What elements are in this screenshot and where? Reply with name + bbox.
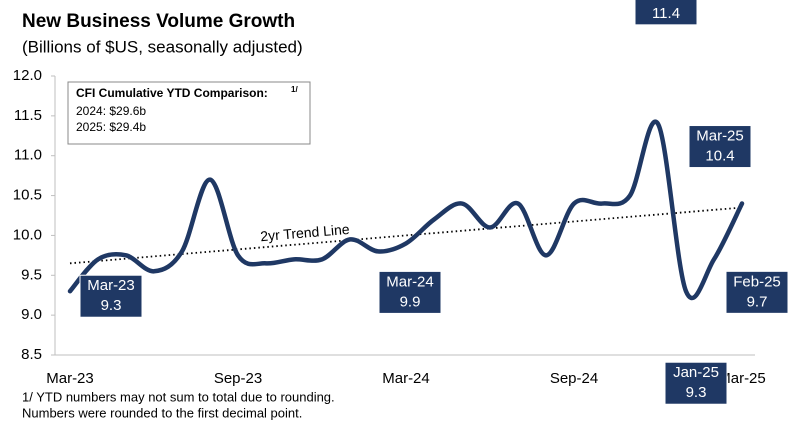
callout-box bbox=[634, 0, 698, 26]
callout-box bbox=[688, 125, 752, 169]
y-tick-label: 10.5 bbox=[13, 187, 42, 204]
callout-value: 9.3 bbox=[101, 297, 122, 314]
y-tick-label: 12.0 bbox=[13, 67, 42, 84]
y-tick-label: 9.5 bbox=[21, 266, 42, 283]
callout: Mar-23 9.3 bbox=[79, 274, 143, 318]
y-tick-label: 10.0 bbox=[13, 226, 42, 243]
footnote: 1/ YTD numbers may not sum to total due … bbox=[22, 389, 335, 404]
callout: Mar-25 10.4 bbox=[688, 125, 752, 169]
callout-value: 9.7 bbox=[747, 293, 768, 310]
callout-box bbox=[378, 270, 442, 314]
trend-line bbox=[69, 206, 743, 265]
callout-label: Mar-24 bbox=[386, 273, 434, 290]
inset-note-mark: 1/ bbox=[291, 85, 298, 94]
y-tick-label: 8.5 bbox=[21, 346, 42, 363]
inset-box bbox=[67, 81, 311, 145]
x-tick-label: Mar-23 bbox=[46, 370, 94, 387]
inset-line: 2024: $29.6b bbox=[76, 104, 146, 118]
callout-label: Mar-23 bbox=[87, 277, 135, 294]
footnote: Numbers were rounded to the first decima… bbox=[22, 405, 302, 420]
callout: Dec-24 11.4 bbox=[634, 0, 698, 26]
callout-box bbox=[79, 274, 143, 318]
y-tick-label: 11.5 bbox=[14, 107, 42, 124]
callout-box bbox=[664, 361, 728, 405]
callout-value: 10.4 bbox=[705, 148, 734, 165]
callout-value: 9.3 bbox=[686, 384, 707, 401]
data-line bbox=[67, 119, 745, 301]
callout: Feb-25 9.7 bbox=[725, 270, 789, 314]
y-tick-label: 11.0 bbox=[14, 147, 42, 164]
chart-subtitle: (Billions of $US, seasonally adjusted) bbox=[22, 37, 303, 56]
x-tick-label: Mar-24 bbox=[382, 370, 430, 387]
callout-label: Dec-24 bbox=[642, 0, 690, 2]
x-tick-label: Sep-23 bbox=[214, 370, 262, 387]
inset-line: 2025: $29.4b bbox=[76, 120, 146, 134]
y-tick-label: 9.0 bbox=[21, 306, 42, 323]
callout: Jan-25 9.3 bbox=[664, 361, 728, 405]
trend-label: 2yr Trend Line bbox=[260, 221, 351, 244]
chart-title: New Business Volume Growth bbox=[22, 11, 295, 32]
callout-value: 9.9 bbox=[400, 293, 421, 310]
inset-title: CFI Cumulative YTD Comparison: bbox=[76, 86, 268, 100]
callout-value: 11.4 bbox=[652, 5, 680, 22]
callout-box bbox=[725, 270, 789, 314]
x-tick-label: Mar-25 bbox=[718, 370, 766, 387]
callout-label: Mar-25 bbox=[696, 128, 744, 145]
callout-label: Jan-25 bbox=[673, 364, 719, 381]
callout-label: Feb-25 bbox=[733, 273, 781, 290]
callout: Mar-24 9.9 bbox=[378, 270, 442, 314]
x-tick-label: Sep-24 bbox=[550, 370, 598, 387]
